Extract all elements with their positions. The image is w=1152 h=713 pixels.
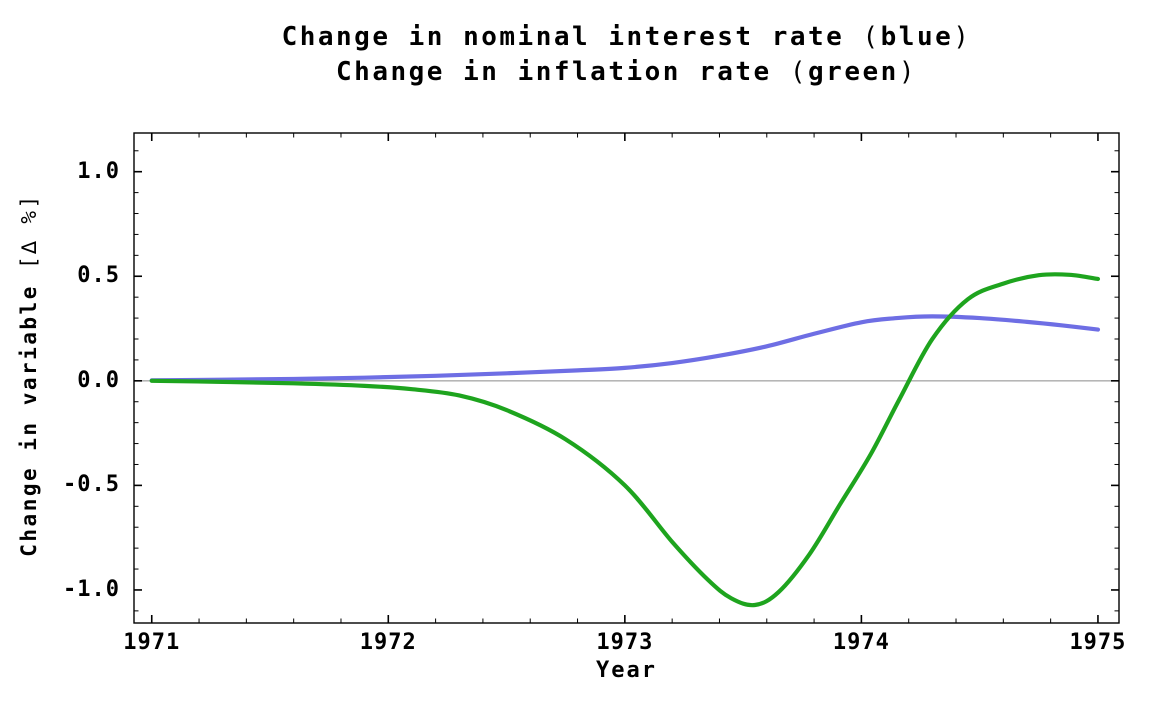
y-axis-label-unit: [∆ %] — [17, 193, 41, 269]
inflation-curve — [149, 272, 1101, 608]
x-tick-label: 1972 — [359, 630, 417, 655]
close-paren: ) — [953, 22, 972, 52]
y-tick-label: 0.0 — [77, 367, 120, 393]
x-axis-label: Year — [596, 658, 657, 683]
y-tick-label: -0.5 — [63, 472, 120, 498]
x-tick-label: 1975 — [1069, 630, 1127, 655]
y-tick-label: -1.0 — [63, 576, 120, 602]
plot-frame — [133, 132, 1120, 624]
y-tick-label: 0.5 — [77, 263, 120, 289]
chart-title-line-2: Change in inflation rate (green) — [134, 57, 1119, 87]
chart-title-line-1: Change in nominal interest rate (blue) — [134, 22, 1119, 52]
open-paren: ( — [862, 22, 881, 52]
title-color-word: blue — [880, 22, 954, 52]
title-text: Change in nominal interest rate — [281, 22, 845, 52]
x-tick-label: 1974 — [832, 630, 890, 655]
title-spacer — [844, 22, 862, 52]
title-text: Change in inflation rate — [336, 57, 772, 87]
close-paren: ) — [898, 57, 917, 87]
title-color-word: green — [808, 57, 899, 87]
x-tick-label: 1973 — [596, 630, 654, 655]
x-tick-label: 1971 — [123, 630, 181, 655]
open-paren: ( — [789, 57, 809, 87]
y-axis-label-main: Change in variable — [17, 284, 41, 557]
y-axis-label-spacer — [17, 269, 41, 284]
nominal-interest-curve — [149, 314, 1101, 383]
y-tick-label: 1.0 — [77, 158, 120, 184]
title-spacer — [772, 57, 790, 87]
